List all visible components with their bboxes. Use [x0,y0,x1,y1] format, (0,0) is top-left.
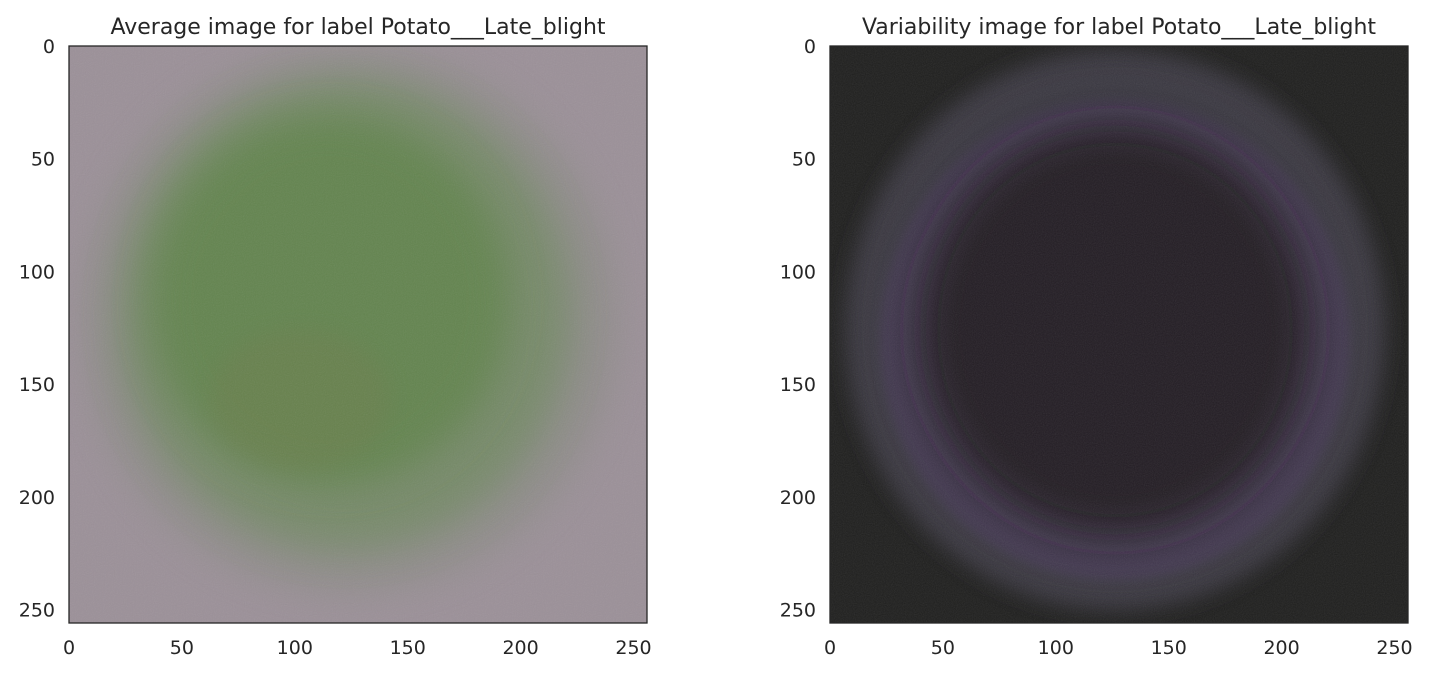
average-image-y-tick-label: 150 [19,374,55,396]
average-image-x-tick-label: 200 [502,637,538,659]
average-image-x-tick-label: 100 [277,637,313,659]
average-image-heatmap [69,46,647,623]
variability-image-y-tick-label: 0 [804,36,816,58]
average-image-x-tick-label: 250 [615,637,651,659]
variability-image-heatmap [830,46,1408,623]
variability-image-x-tick-label: 150 [1151,637,1187,659]
average-image-y-tick-label: 0 [43,36,55,58]
variability-image-x-tick-label: 50 [931,637,955,659]
average-image-panel: Average image for label Potato___Late_bl… [19,15,652,659]
variability-image-x-tick-label: 100 [1038,637,1074,659]
average-image-x-tick-label: 0 [63,637,75,659]
average-image-y-tick-label: 250 [19,600,55,622]
average-image-x-tick-label: 150 [390,637,426,659]
average-image-y-tick-label: 50 [31,149,55,171]
variability-image-x-ticks: 0 50 100 150 200 250 [824,637,1413,659]
variability-image-title: Variability image for label Potato___Lat… [862,15,1376,40]
average-image-y-ticks: 0 50 100 150 200 250 [19,36,55,622]
variability-image-panel: Variability image for label Potato___Lat… [780,15,1413,659]
variability-image-frame [829,45,1409,624]
variability-image-y-ticks: 0 50 100 150 200 250 [780,36,816,622]
variability-image-x-tick-label: 250 [1376,637,1412,659]
average-image-frame [68,45,648,624]
variability-image-y-tick-label: 50 [792,149,816,171]
average-image-x-ticks: 0 50 100 150 200 250 [63,637,652,659]
variability-image-x-tick-label: 200 [1263,637,1299,659]
average-image-y-tick-label: 200 [19,487,55,509]
average-image-title: Average image for label Potato___Late_bl… [110,15,605,40]
variability-image-y-tick-label: 200 [780,487,816,509]
variability-image-x-tick-label: 0 [824,637,836,659]
variability-image-y-tick-label: 150 [780,374,816,396]
average-image-x-tick-label: 50 [170,637,194,659]
variability-image-y-tick-label: 250 [780,600,816,622]
variability-image-y-tick-label: 100 [780,261,816,283]
average-image-y-tick-label: 100 [19,261,55,283]
